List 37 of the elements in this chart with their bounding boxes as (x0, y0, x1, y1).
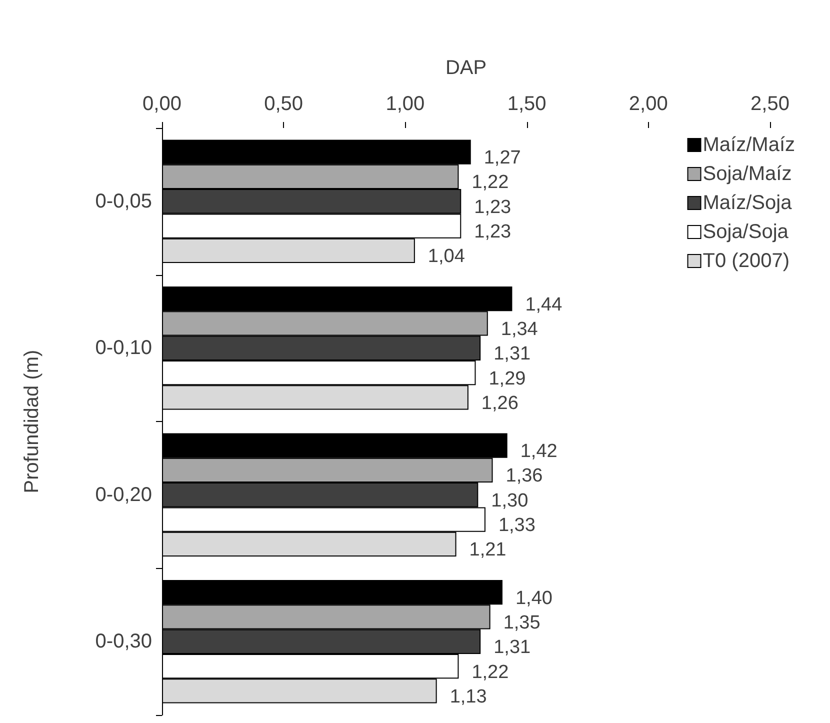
data-label: 1,13 (450, 686, 487, 708)
x-tick-label: 2,00 (628, 93, 668, 115)
legend-label: Soja/Maíz (702, 163, 792, 185)
data-label: 1,44 (525, 294, 563, 316)
data-label: 1,34 (500, 318, 538, 340)
x-tick-label: 2,50 (750, 93, 790, 115)
y-tick-label: 0-0,20 (95, 484, 152, 506)
data-label: 1,22 (472, 172, 509, 194)
data-label: 1,26 (481, 392, 518, 414)
data-label: 1,36 (506, 466, 543, 487)
legend-label: Soja/Soja (702, 221, 790, 243)
y-axis-title: Profundidad (m) (21, 350, 43, 494)
data-label: 1,35 (503, 612, 540, 634)
y-tick-label: 0-0,10 (95, 337, 152, 360)
legend-label: Maíz/Maíz (702, 134, 796, 156)
data-label: 1,22 (472, 662, 509, 683)
data-label: 1,23 (474, 222, 512, 243)
data-label: 1,33 (498, 515, 536, 536)
data-label: 1,40 (515, 588, 552, 609)
data-label: 1,30 (491, 490, 528, 512)
x-tick-label: 0,00 (142, 93, 182, 115)
legend-label: Maíz/Soja (702, 192, 793, 214)
data-label: 1,31 (494, 637, 531, 658)
x-tick-label: 0,50 (264, 93, 304, 115)
y-tick-label: 0-0,05 (95, 190, 152, 212)
x-axis-title: DAP (445, 57, 487, 79)
data-label: 1,31 (494, 344, 531, 365)
y-tick-label: 0-0,30 (95, 630, 152, 653)
data-label: 1,23 (474, 196, 512, 218)
data-label: 1,29 (488, 368, 526, 390)
data-label: 1,21 (469, 540, 506, 561)
legend-label: T0 (2007) (702, 250, 790, 272)
x-tick-label: 1,00 (386, 93, 425, 115)
data-label: 1,42 (520, 441, 558, 462)
data-label: 1,04 (428, 246, 466, 268)
x-tick-label: 1,50 (507, 93, 546, 115)
data-label: 1,27 (484, 148, 521, 169)
